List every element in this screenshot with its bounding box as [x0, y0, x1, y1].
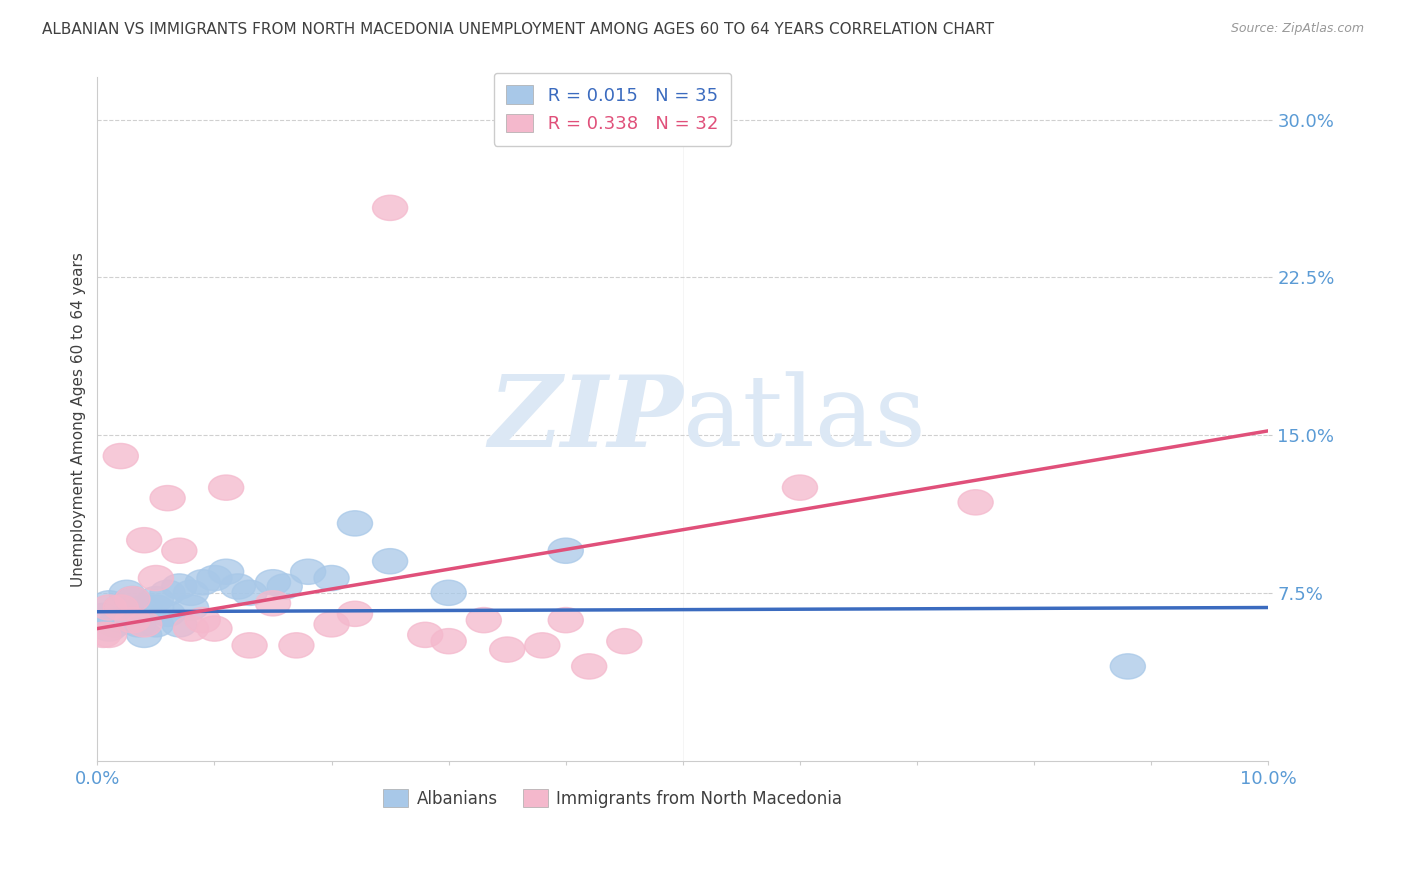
Text: Source: ZipAtlas.com: Source: ZipAtlas.com: [1230, 22, 1364, 36]
Text: ALBANIAN VS IMMIGRANTS FROM NORTH MACEDONIA UNEMPLOYMENT AMONG AGES 60 TO 64 YEA: ALBANIAN VS IMMIGRANTS FROM NORTH MACEDO…: [42, 22, 994, 37]
Legend: Albanians, Immigrants from North Macedonia: Albanians, Immigrants from North Macedon…: [377, 783, 849, 814]
Text: ZIP: ZIP: [488, 371, 683, 467]
Text: atlas: atlas: [683, 371, 925, 467]
Y-axis label: Unemployment Among Ages 60 to 64 years: Unemployment Among Ages 60 to 64 years: [72, 252, 86, 587]
